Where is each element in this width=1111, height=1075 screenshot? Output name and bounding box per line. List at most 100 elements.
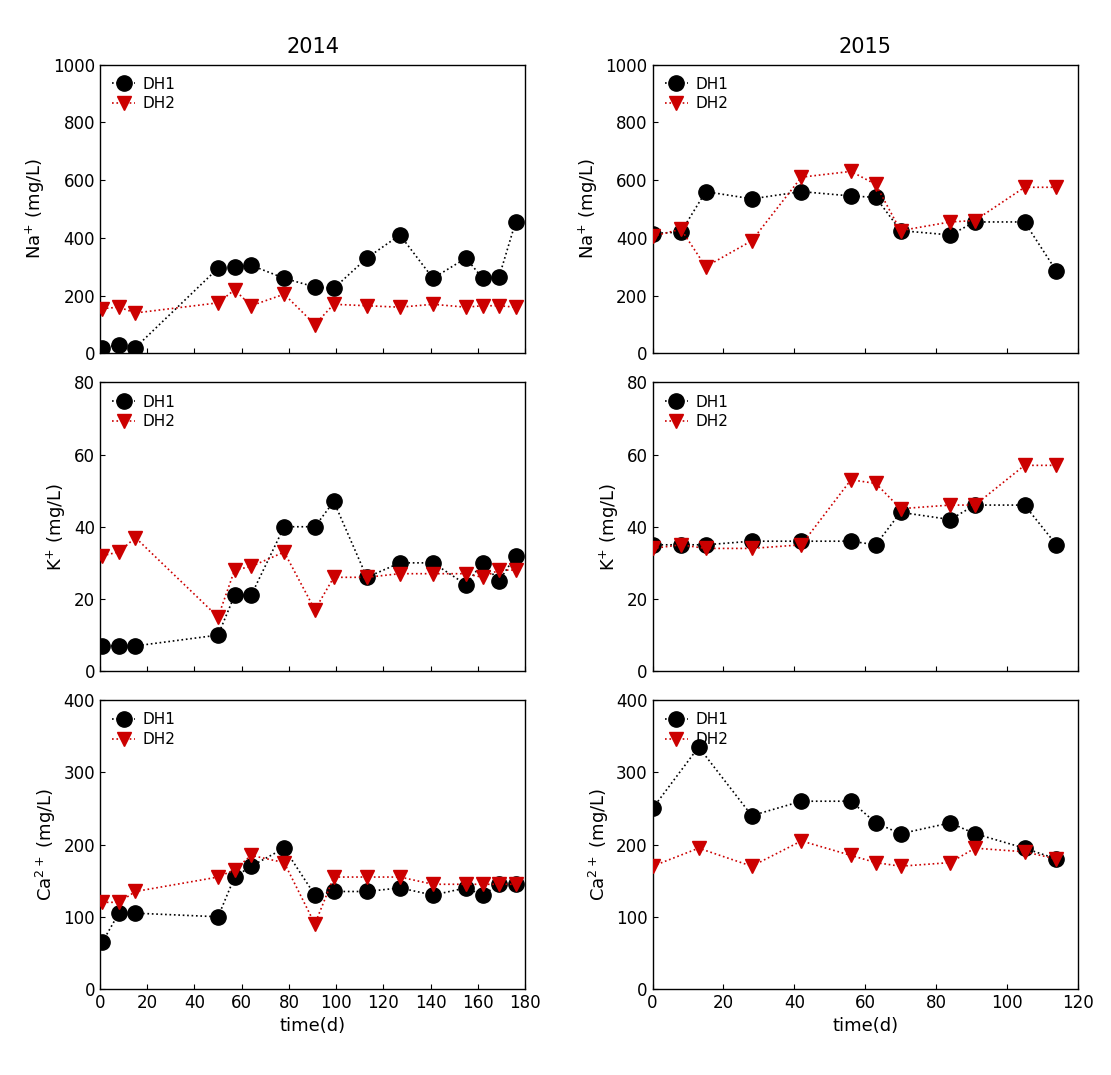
X-axis label: time(d): time(d): [280, 1017, 346, 1035]
DH2: [211, 871, 224, 884]
DH2: [699, 260, 712, 273]
Y-axis label: Na$^{+}$ (mg/L): Na$^{+}$ (mg/L): [24, 158, 48, 259]
DH2: [476, 571, 489, 584]
Y-axis label: K$^{+}$ (mg/L): K$^{+}$ (mg/L): [598, 483, 621, 571]
DH1: [476, 889, 489, 902]
DH2: [360, 299, 373, 312]
DH2: [1050, 459, 1063, 472]
DH2: [509, 563, 522, 576]
Line: DH2: DH2: [96, 848, 522, 931]
DH1: [894, 506, 908, 519]
DH2: [308, 318, 321, 331]
DH1: [1018, 842, 1031, 855]
DH2: [96, 302, 109, 315]
DH2: [492, 878, 506, 891]
Line: DH2: DH2: [96, 283, 522, 331]
Legend: DH1, DH2: DH1, DH2: [108, 707, 180, 751]
DH1: [129, 906, 142, 919]
DH2: [692, 842, 705, 855]
DH2: [943, 499, 957, 512]
DH1: [969, 828, 982, 841]
DH1: [228, 260, 241, 273]
X-axis label: time(d): time(d): [832, 1017, 898, 1035]
DH2: [308, 603, 321, 616]
DH1: [459, 252, 472, 264]
Line: DH1: DH1: [94, 493, 523, 654]
Y-axis label: Na$^{+}$ (mg/L): Na$^{+}$ (mg/L): [577, 158, 600, 259]
DH2: [509, 878, 522, 891]
DH1: [244, 860, 258, 873]
DH2: [96, 895, 109, 908]
DH1: [112, 339, 126, 352]
Legend: DH1, DH2: DH1, DH2: [108, 72, 180, 116]
DH2: [844, 164, 858, 177]
DH1: [112, 906, 126, 919]
Title: 2014: 2014: [286, 38, 339, 57]
DH1: [869, 539, 882, 551]
DH2: [1050, 852, 1063, 865]
DH1: [1050, 852, 1063, 865]
Legend: DH1, DH2: DH1, DH2: [660, 707, 733, 751]
DH1: [427, 557, 440, 570]
DH2: [244, 560, 258, 573]
DH2: [228, 284, 241, 297]
DH1: [492, 574, 506, 587]
DH2: [844, 849, 858, 862]
DH1: [509, 549, 522, 562]
Line: DH2: DH2: [645, 834, 1063, 873]
DH2: [674, 539, 688, 551]
DH2: [244, 299, 258, 312]
DH1: [327, 494, 340, 507]
DH1: [1050, 539, 1063, 551]
DH1: [969, 215, 982, 228]
DH1: [745, 534, 759, 547]
DH2: [327, 298, 340, 311]
DH2: [844, 473, 858, 486]
DH1: [645, 227, 659, 240]
DH2: [943, 856, 957, 869]
DH1: [674, 539, 688, 551]
DH1: [794, 794, 808, 807]
DH1: [96, 341, 109, 354]
DH1: [794, 185, 808, 198]
DH2: [228, 563, 241, 576]
DH2: [476, 299, 489, 312]
DH2: [459, 878, 472, 891]
DH2: [869, 178, 882, 191]
DH1: [745, 809, 759, 822]
DH2: [509, 301, 522, 314]
DH2: [459, 568, 472, 580]
DH1: [327, 885, 340, 898]
DH1: [869, 816, 882, 829]
DH2: [745, 542, 759, 555]
DH2: [129, 531, 142, 544]
DH2: [129, 306, 142, 319]
DH1: [278, 272, 291, 285]
DH1: [211, 629, 224, 642]
DH1: [943, 229, 957, 242]
DH2: [943, 215, 957, 228]
DH2: [645, 860, 659, 873]
DH1: [509, 878, 522, 891]
DH1: [96, 935, 109, 948]
DH2: [112, 895, 126, 908]
Line: DH1: DH1: [645, 740, 1064, 866]
DH2: [278, 546, 291, 559]
DH1: [211, 911, 224, 923]
DH1: [112, 640, 126, 653]
DH2: [794, 834, 808, 847]
DH2: [1050, 181, 1063, 194]
DH2: [645, 542, 659, 555]
DH2: [112, 546, 126, 559]
Legend: DH1, DH2: DH1, DH2: [660, 390, 733, 433]
DH2: [327, 571, 340, 584]
DH1: [869, 191, 882, 204]
DH2: [129, 885, 142, 898]
DH1: [308, 889, 321, 902]
DH1: [244, 589, 258, 602]
DH1: [1050, 264, 1063, 277]
DH2: [308, 918, 321, 931]
DH1: [327, 282, 340, 295]
DH2: [745, 234, 759, 247]
Y-axis label: Ca$^{2+}$ (mg/L): Ca$^{2+}$ (mg/L): [587, 788, 611, 901]
